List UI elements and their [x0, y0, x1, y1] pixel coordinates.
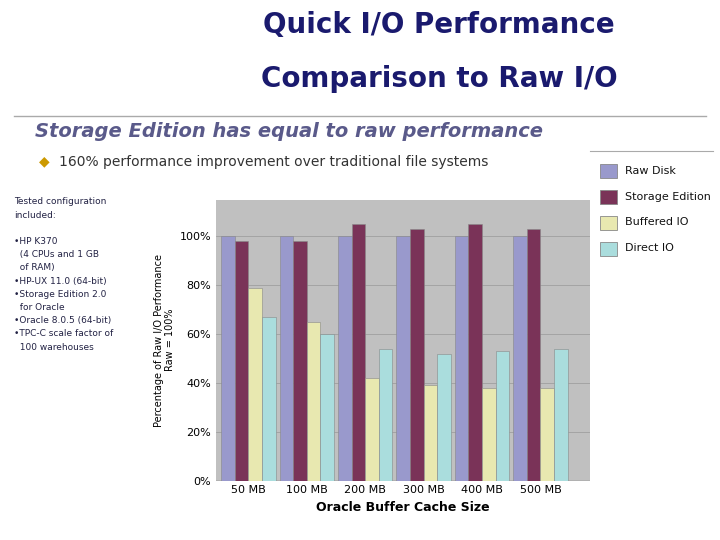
FancyBboxPatch shape — [600, 242, 617, 256]
FancyBboxPatch shape — [600, 164, 617, 178]
Bar — [279, 237, 293, 481]
Bar — [379, 349, 392, 481]
Bar — [351, 224, 365, 481]
Bar — [320, 334, 334, 481]
Bar — [293, 241, 307, 481]
Bar — [410, 229, 423, 481]
Text: Raw Disk: Raw Disk — [625, 166, 676, 176]
Bar — [338, 237, 351, 481]
Bar — [455, 237, 469, 481]
Bar — [482, 388, 495, 481]
X-axis label: Oracle Buffer Cache Size: Oracle Buffer Cache Size — [316, 501, 490, 514]
Bar — [221, 237, 235, 481]
Text: Quick I/O Performance: Quick I/O Performance — [264, 11, 615, 39]
Text: Buffered IO: Buffered IO — [625, 218, 689, 227]
Text: Direct IO: Direct IO — [625, 244, 674, 253]
Bar — [469, 224, 482, 481]
Y-axis label: Percentage of Raw I/O Performance
Raw = 100%: Percentage of Raw I/O Performance Raw = … — [154, 254, 176, 427]
Bar — [262, 317, 276, 481]
FancyBboxPatch shape — [600, 216, 617, 230]
Text: Storage Edition: Storage Edition — [625, 192, 711, 201]
Text: 160% performance improvement over traditional file systems: 160% performance improvement over tradit… — [59, 155, 489, 168]
Bar — [541, 388, 554, 481]
FancyBboxPatch shape — [600, 190, 617, 204]
Bar — [365, 378, 379, 481]
Text: Tested configuration
included:

•HP K370
  (4 CPUs and 1 GB
  of RAM)
•HP-UX 11.: Tested configuration included: •HP K370 … — [14, 198, 114, 352]
Bar — [495, 351, 509, 481]
Bar — [513, 237, 527, 481]
Bar — [423, 386, 437, 481]
Bar — [437, 354, 451, 481]
Text: Comparison to Raw I/O: Comparison to Raw I/O — [261, 65, 618, 93]
Bar — [307, 322, 320, 481]
Bar — [248, 288, 262, 481]
Text: Storage Edition has equal to raw performance: Storage Edition has equal to raw perform… — [35, 122, 543, 141]
Text: ◆: ◆ — [39, 155, 49, 168]
Bar — [527, 229, 541, 481]
Bar — [554, 349, 567, 481]
Bar — [235, 241, 248, 481]
Bar — [397, 237, 410, 481]
